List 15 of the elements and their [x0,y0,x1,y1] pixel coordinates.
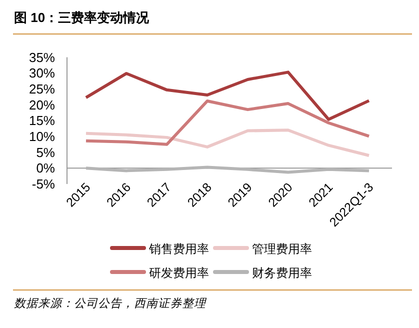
y-tick-label: 15% [28,113,56,128]
y-tick-label: 0% [36,160,56,176]
y-tick-label: 35% [28,50,56,65]
y-tick-label: 5% [36,144,56,160]
legend-label: 财务费用率 [252,266,312,280]
source-note: 数据来源：公司公告，西南证券整理 [14,297,207,310]
legend-label: 管理费用率 [252,242,312,256]
y-tick-label: 10% [28,128,56,144]
legend-label: 研发费用率 [149,266,209,280]
legend-label: 销售费用率 [148,242,209,256]
y-tick-label: 20% [28,97,56,112]
y-tick-label: -5% [32,176,56,192]
y-tick-label: 30% [28,66,56,81]
chart-title: 图 10：三费率变动情况 [14,10,150,25]
y-tick-label: 25% [28,81,56,96]
